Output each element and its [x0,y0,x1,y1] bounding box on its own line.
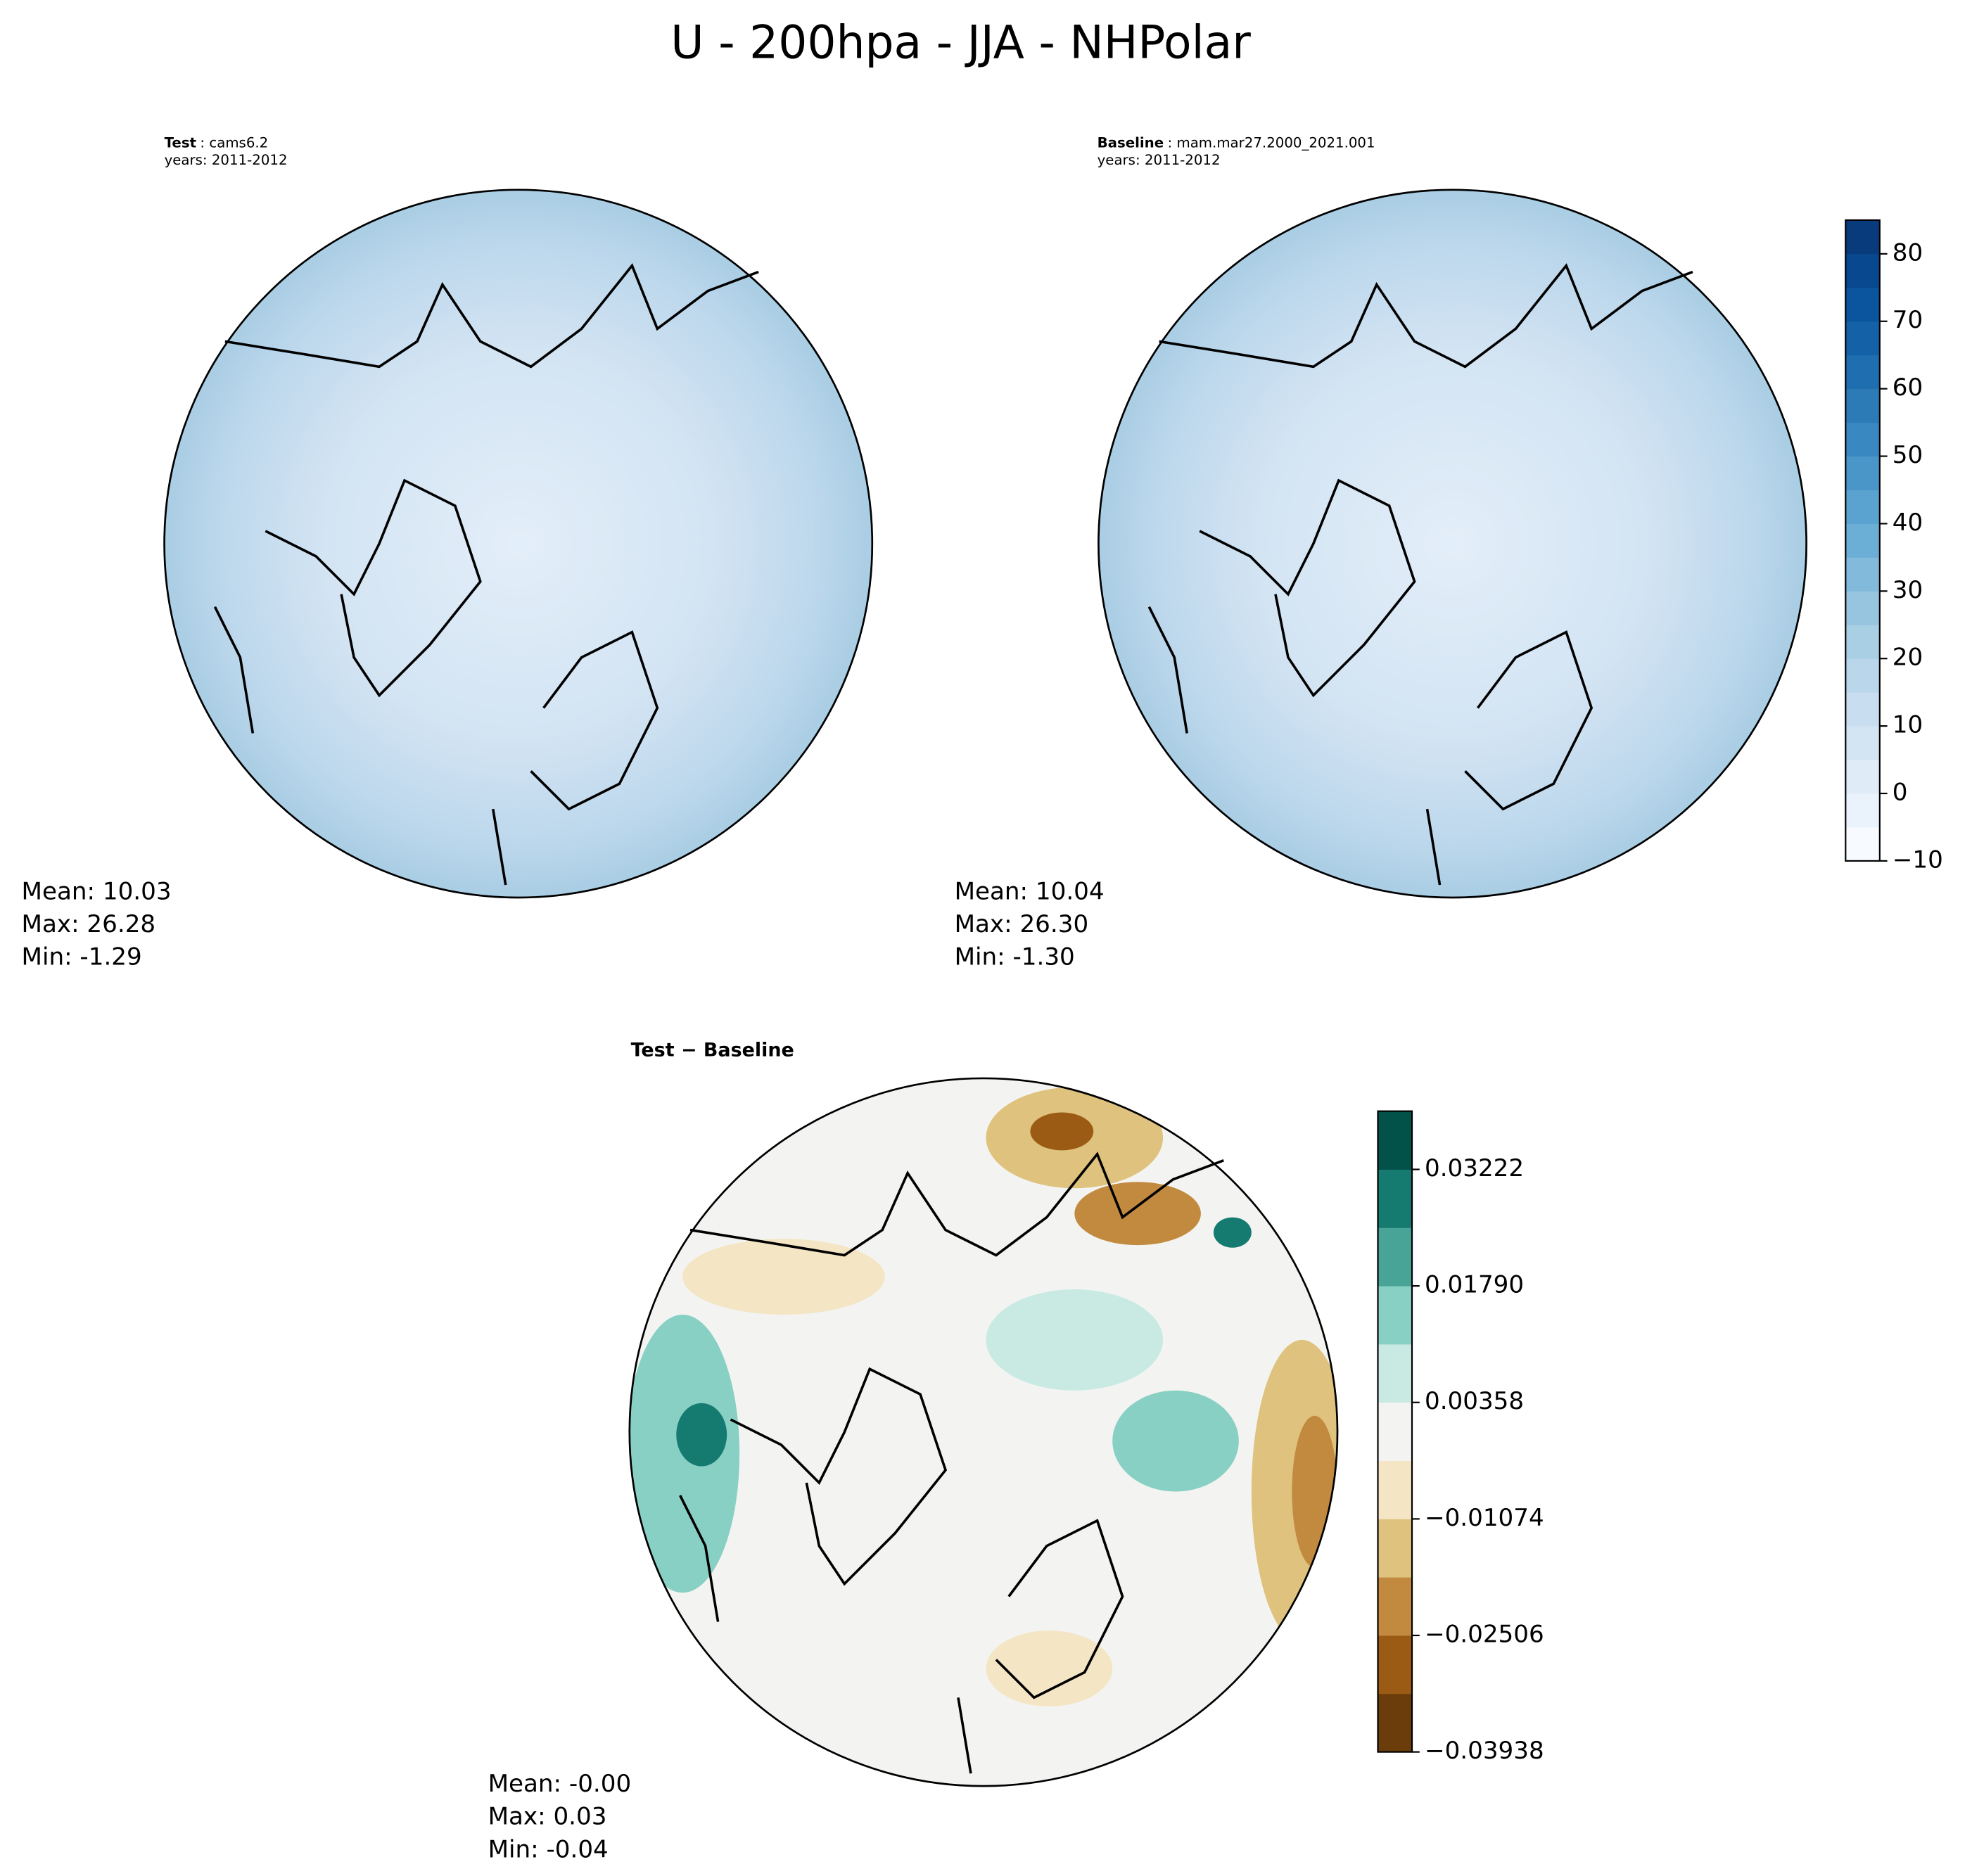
map-disk [163,189,874,899]
colorbar-band [1845,725,1881,760]
coastline [213,263,759,886]
colorbar-band [1845,355,1881,390]
colorbar-band [1378,1402,1413,1462]
map-difference [628,1077,1339,1787]
colorbar-band [1378,1285,1413,1345]
map-border [628,1077,1339,1787]
figure-title: U - 200hpa - JJA - NHPolar [670,17,1251,70]
colorbar-band [1845,388,1881,423]
colorbar-band [1378,1169,1413,1228]
colorbar-tick-label: 60 [1893,374,1923,402]
colorbar-tick-label: 70 [1893,306,1923,334]
colorbar-tick-label: 40 [1893,509,1923,537]
colorbar-band [1845,490,1881,524]
colorbar-band [1845,827,1881,862]
colorbar-band [1378,1111,1413,1170]
colorbar-band [1845,691,1881,727]
colorbar-band [1845,523,1881,558]
colorbar-tick-label: 0.03222 [1425,1154,1524,1182]
colorbar-tick-label: −0.02506 [1425,1621,1544,1649]
colorbar-tick-label: 80 [1893,238,1923,267]
colorbar-band [1845,456,1881,490]
stat-max: Max: 0.03 [488,1803,607,1831]
colorbar-tick-label: 30 [1893,576,1923,604]
colorbar-band [1845,759,1881,794]
panel-years: years: 2011-2012 [165,152,288,168]
colorbar-band [1845,287,1881,322]
colorbar-band [1845,658,1881,693]
colorbar-band [1378,1576,1413,1636]
stat-max: Max: 26.30 [955,910,1089,938]
colorbar-tick-label: 0.01790 [1425,1271,1524,1299]
colorbar-band [1378,1344,1413,1403]
colorbar-tick-label: −0.01074 [1425,1504,1544,1532]
stat-max: Max: 26.28 [22,910,156,938]
stat-mean: Mean: -0.00 [488,1770,632,1798]
panel-label: Test [165,134,196,151]
colorbar-band [1845,219,1881,255]
colorbar-band [1378,1460,1413,1519]
colorbar-band [1378,1635,1413,1695]
stat-min: Min: -1.30 [955,943,1075,971]
colorbar-band [1845,793,1881,828]
colorbar-tick-label: −0.03938 [1425,1737,1544,1765]
stat-min: Min: -0.04 [488,1835,609,1863]
panel-label: Test − Baseline [631,1039,794,1061]
map-baseline [1098,189,1807,899]
colorbar-tick-label: 50 [1893,441,1923,469]
colorbar-band [1845,556,1881,592]
coastline [679,1151,1224,1774]
panel-years: years: 2011-2012 [1098,152,1221,168]
coastline [1147,263,1693,886]
colorbar-band [1378,1227,1413,1287]
colorbar-band [1845,624,1881,659]
panel-label: Baseline [1098,134,1164,151]
map-test [163,189,874,899]
colorbar-tick-label: 0.00358 [1425,1387,1524,1415]
colorbar-band [1378,1518,1413,1578]
colorbar-tick-label: −10 [1893,846,1943,874]
colorbar-band [1845,253,1881,288]
stat-mean: Mean: 10.04 [955,877,1105,905]
map-disk [1098,189,1807,899]
colorbar-frame [1377,1110,1413,1753]
panel-case: : cams6.2 [200,134,268,151]
panel-title: Test: cams6.2 [165,134,269,151]
colorbar-band [1845,321,1881,356]
panel-title: Test − Baseline [631,1039,794,1061]
colorbar-tick-label: 20 [1893,644,1923,672]
panel-case: : mam.mar27.2000_2021.001 [1168,134,1375,151]
panel-title: Baseline: mam.mar27.2000_2021.001 [1098,134,1375,151]
colorbar-tick-label: 10 [1893,711,1923,739]
colorbar-frame [1845,219,1881,862]
stat-min: Min: -1.29 [22,943,142,971]
colorbar-band [1378,1693,1413,1753]
stat-mean: Mean: 10.03 [22,877,172,905]
colorbar-band [1845,590,1881,625]
colorbar-band [1845,422,1881,457]
colorbar-tick-label: 0 [1893,779,1908,807]
